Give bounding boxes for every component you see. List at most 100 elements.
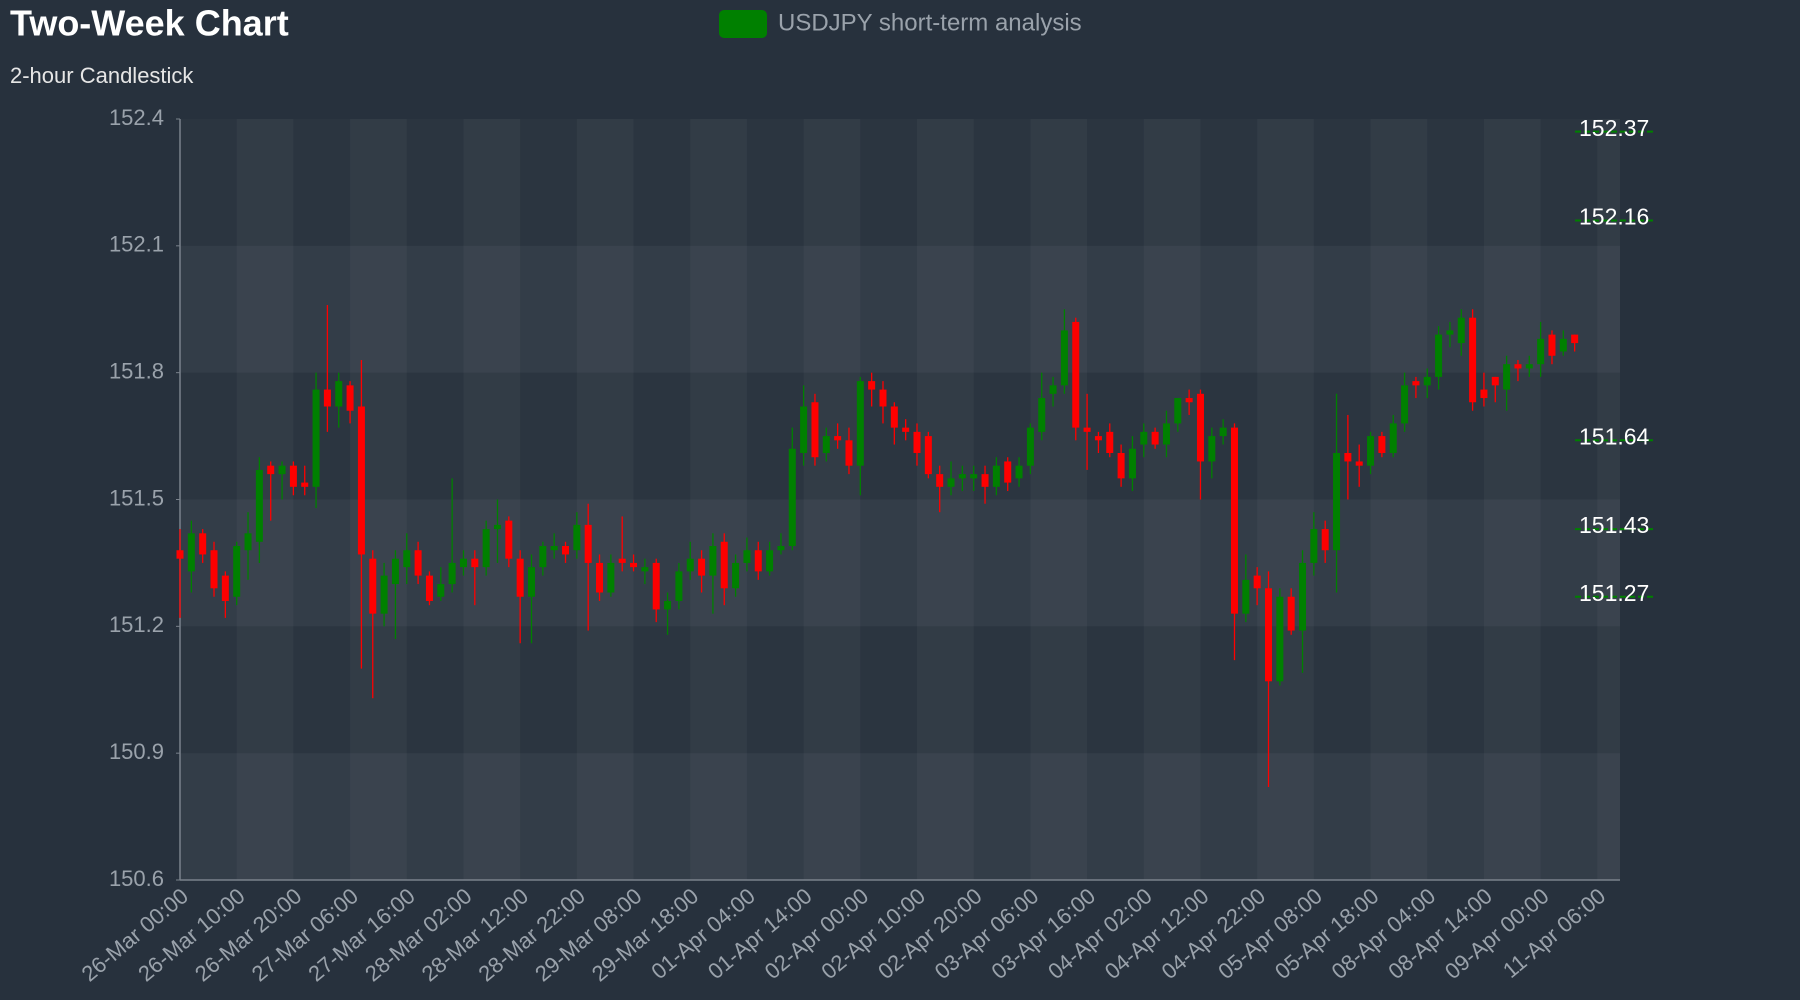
candle-body (1310, 529, 1318, 563)
candle-body (664, 600, 672, 610)
candle-body (1106, 431, 1114, 453)
mark-line-label: 152.37 (1579, 115, 1649, 141)
candle-body (233, 546, 241, 597)
candle-body (1265, 588, 1273, 682)
candle-body (800, 406, 808, 453)
candle-body (1355, 461, 1363, 466)
candle-body (845, 440, 853, 466)
candle-body (1446, 330, 1454, 335)
v-band (690, 119, 747, 880)
candle-body (822, 436, 830, 453)
mark-line-label: 152.16 (1579, 204, 1649, 230)
candle-body (1321, 529, 1329, 551)
candle-body (1140, 431, 1148, 445)
candle-body (255, 469, 263, 542)
v-band (463, 119, 520, 880)
candle-body (675, 571, 683, 601)
candle-body (1287, 596, 1295, 631)
candle-body (312, 389, 320, 487)
v-band (804, 119, 861, 880)
candle-body (811, 402, 819, 458)
candle-body (176, 550, 184, 559)
candle-body (1015, 465, 1023, 479)
v-band (1030, 119, 1087, 880)
candle-body (1174, 398, 1182, 424)
candle-body (1412, 381, 1420, 386)
candle-body (1128, 448, 1136, 479)
candle-body (1038, 398, 1046, 432)
candle-body (301, 482, 309, 487)
y-tick-label: 152.4 (109, 105, 164, 130)
candle-body (482, 529, 490, 568)
y-tick-label: 151.5 (109, 485, 164, 510)
y-tick-label: 152.1 (109, 232, 164, 257)
candle-body (267, 465, 275, 475)
candle-body (607, 562, 615, 593)
candle-body (924, 436, 932, 475)
candle-body (187, 533, 195, 572)
v-band (237, 119, 294, 880)
candle-body (369, 558, 377, 614)
candle-body (584, 524, 592, 563)
candle-body (992, 465, 1000, 487)
v-band (1597, 119, 1620, 880)
v-band (917, 119, 974, 880)
candle-body (323, 389, 331, 407)
candle-body (493, 524, 501, 530)
legend: USDJPY short-term analysis (719, 9, 1082, 38)
candle-body (1083, 427, 1091, 432)
candle-body (709, 546, 717, 576)
candle-body (1503, 364, 1511, 390)
candle-body (1491, 376, 1499, 386)
candle-body (868, 381, 876, 390)
candle-body (539, 546, 547, 568)
candle-body (1389, 423, 1397, 453)
candle-body (1423, 376, 1431, 386)
candle-body (1548, 334, 1556, 356)
candle-body (1469, 317, 1477, 403)
candle-body (414, 550, 422, 576)
candle-body (981, 474, 989, 487)
candle-body (1162, 423, 1170, 445)
y-tick-label: 151.8 (109, 358, 164, 383)
candle-body (1253, 575, 1261, 589)
candle-body (936, 474, 944, 487)
candle-body (199, 533, 207, 555)
candle-body (1219, 427, 1227, 437)
y-tick-label: 151.2 (109, 612, 164, 637)
candle-body (686, 558, 694, 572)
candle-body (1151, 431, 1159, 445)
candle-body (1242, 579, 1250, 614)
legend-swatch (719, 10, 767, 38)
chart-subtitle: 2-hour Candlestick (10, 63, 194, 88)
v-band (1484, 119, 1541, 880)
candle-body (1480, 389, 1488, 399)
candle-body (1559, 338, 1567, 352)
candle-body (777, 546, 785, 551)
candle-body (720, 541, 728, 589)
candle-body (1571, 334, 1579, 344)
candle-body (550, 546, 558, 551)
candle-body (1196, 393, 1204, 462)
candle-body (902, 427, 910, 432)
y-tick-label: 150.6 (109, 866, 164, 891)
candle-body (1004, 461, 1012, 483)
v-band (1371, 119, 1428, 880)
h-band (180, 245, 1620, 373)
candle-body (732, 562, 740, 589)
candle-body (391, 558, 399, 585)
candle-body (641, 567, 649, 572)
candle-body (1094, 436, 1102, 441)
candle-body (210, 550, 218, 589)
candle-body (437, 584, 445, 597)
candle-body (1208, 436, 1216, 462)
candles (176, 305, 1579, 787)
candle-body (527, 567, 535, 597)
v-band (577, 119, 634, 880)
candle-body (380, 575, 388, 614)
candle-body (743, 550, 751, 563)
candle-body (754, 550, 762, 572)
candle-body (562, 546, 570, 555)
